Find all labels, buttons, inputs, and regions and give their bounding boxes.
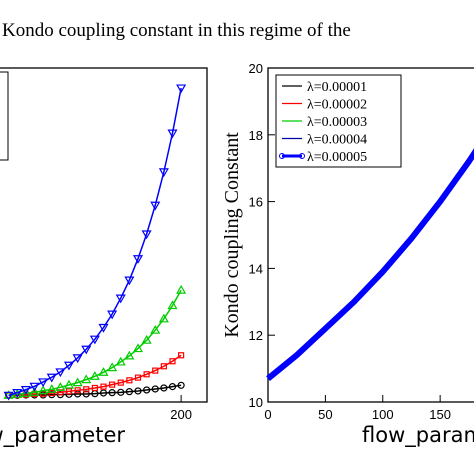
marker [91, 384, 98, 392]
marker [65, 388, 73, 395]
y-tick-label: 20 [249, 61, 263, 76]
marker [143, 386, 151, 394]
marker [29, 382, 40, 392]
series-line [266, 148, 474, 381]
marker [117, 379, 124, 386]
marker [72, 354, 83, 364]
marker [55, 368, 66, 378]
x-tick-label: 100 [372, 407, 394, 422]
marker [160, 363, 167, 370]
y-tick-label: 16 [249, 195, 263, 210]
marker [117, 388, 125, 396]
marker [152, 367, 159, 374]
series-line [8, 87, 182, 397]
marker [132, 255, 144, 264]
marker [3, 391, 14, 401]
marker [83, 386, 90, 393]
marker [151, 385, 159, 393]
marker [46, 373, 57, 383]
marker [158, 313, 169, 323]
y-axis-label: Kondo coupling Constant [221, 132, 243, 338]
marker [98, 323, 109, 333]
marker [150, 324, 161, 334]
marker [125, 388, 133, 396]
y-tick-label: 14 [249, 261, 263, 276]
marker [176, 84, 187, 94]
marker [46, 384, 57, 393]
marker [81, 374, 92, 384]
marker [134, 374, 142, 381]
left-legend-box [0, 71, 9, 161]
legend-label: λ=0.00003 [307, 115, 367, 130]
legend-label: λ=0.00001 [307, 80, 367, 95]
marker [29, 387, 40, 396]
marker [55, 382, 66, 391]
marker [178, 352, 185, 359]
legend-marker [279, 153, 285, 159]
legend-label: λ=0.00004 [307, 133, 367, 148]
marker [82, 390, 90, 398]
marker [167, 300, 178, 310]
marker [115, 294, 126, 304]
y-tick-label: 10 [249, 395, 263, 410]
legend-label: λ=0.00002 [307, 98, 367, 113]
marker [124, 350, 135, 360]
marker [89, 371, 100, 380]
marker [167, 129, 178, 139]
x-axis-label: flow_parameter [362, 423, 474, 448]
legend-label: λ=0.00005 [307, 150, 367, 165]
marker [100, 383, 107, 390]
marker [38, 385, 49, 395]
marker [109, 381, 116, 388]
marker [169, 358, 176, 365]
marker [177, 381, 185, 389]
marker [107, 362, 118, 372]
marker [134, 387, 142, 395]
marker [115, 356, 126, 366]
marker [99, 389, 108, 397]
marker [176, 284, 187, 294]
y-tick-label: 12 [249, 328, 263, 343]
x-tick-label: 150 [429, 407, 451, 422]
marker [98, 367, 109, 376]
marker [126, 377, 133, 384]
marker [89, 335, 100, 345]
marker [108, 389, 116, 397]
marker [141, 335, 152, 344]
marker [63, 379, 75, 389]
x-tick-label: 200 [170, 407, 192, 422]
marker [74, 387, 81, 394]
marker [20, 386, 31, 395]
marker [168, 383, 177, 391]
marker [63, 361, 75, 371]
marker [38, 378, 49, 388]
marker [72, 377, 83, 387]
marker [107, 310, 118, 320]
caption: Kondo coupling constant in this regime o… [2, 20, 351, 41]
y-tick-label: 18 [249, 128, 263, 143]
marker [124, 276, 135, 286]
marker [150, 201, 161, 211]
x-tick-label: 0 [264, 407, 271, 422]
marker [12, 389, 23, 398]
marker [143, 371, 150, 378]
x-tick-label: 50 [318, 407, 332, 422]
legend-marker [299, 153, 305, 159]
marker [48, 389, 55, 397]
marker [81, 345, 92, 355]
marker [158, 168, 169, 178]
marker [132, 343, 144, 353]
marker [160, 384, 168, 392]
marker [20, 388, 31, 397]
marker [141, 230, 152, 240]
x-axis-label: flow_parameter [0, 423, 125, 448]
left-frame [0, 67, 208, 403]
